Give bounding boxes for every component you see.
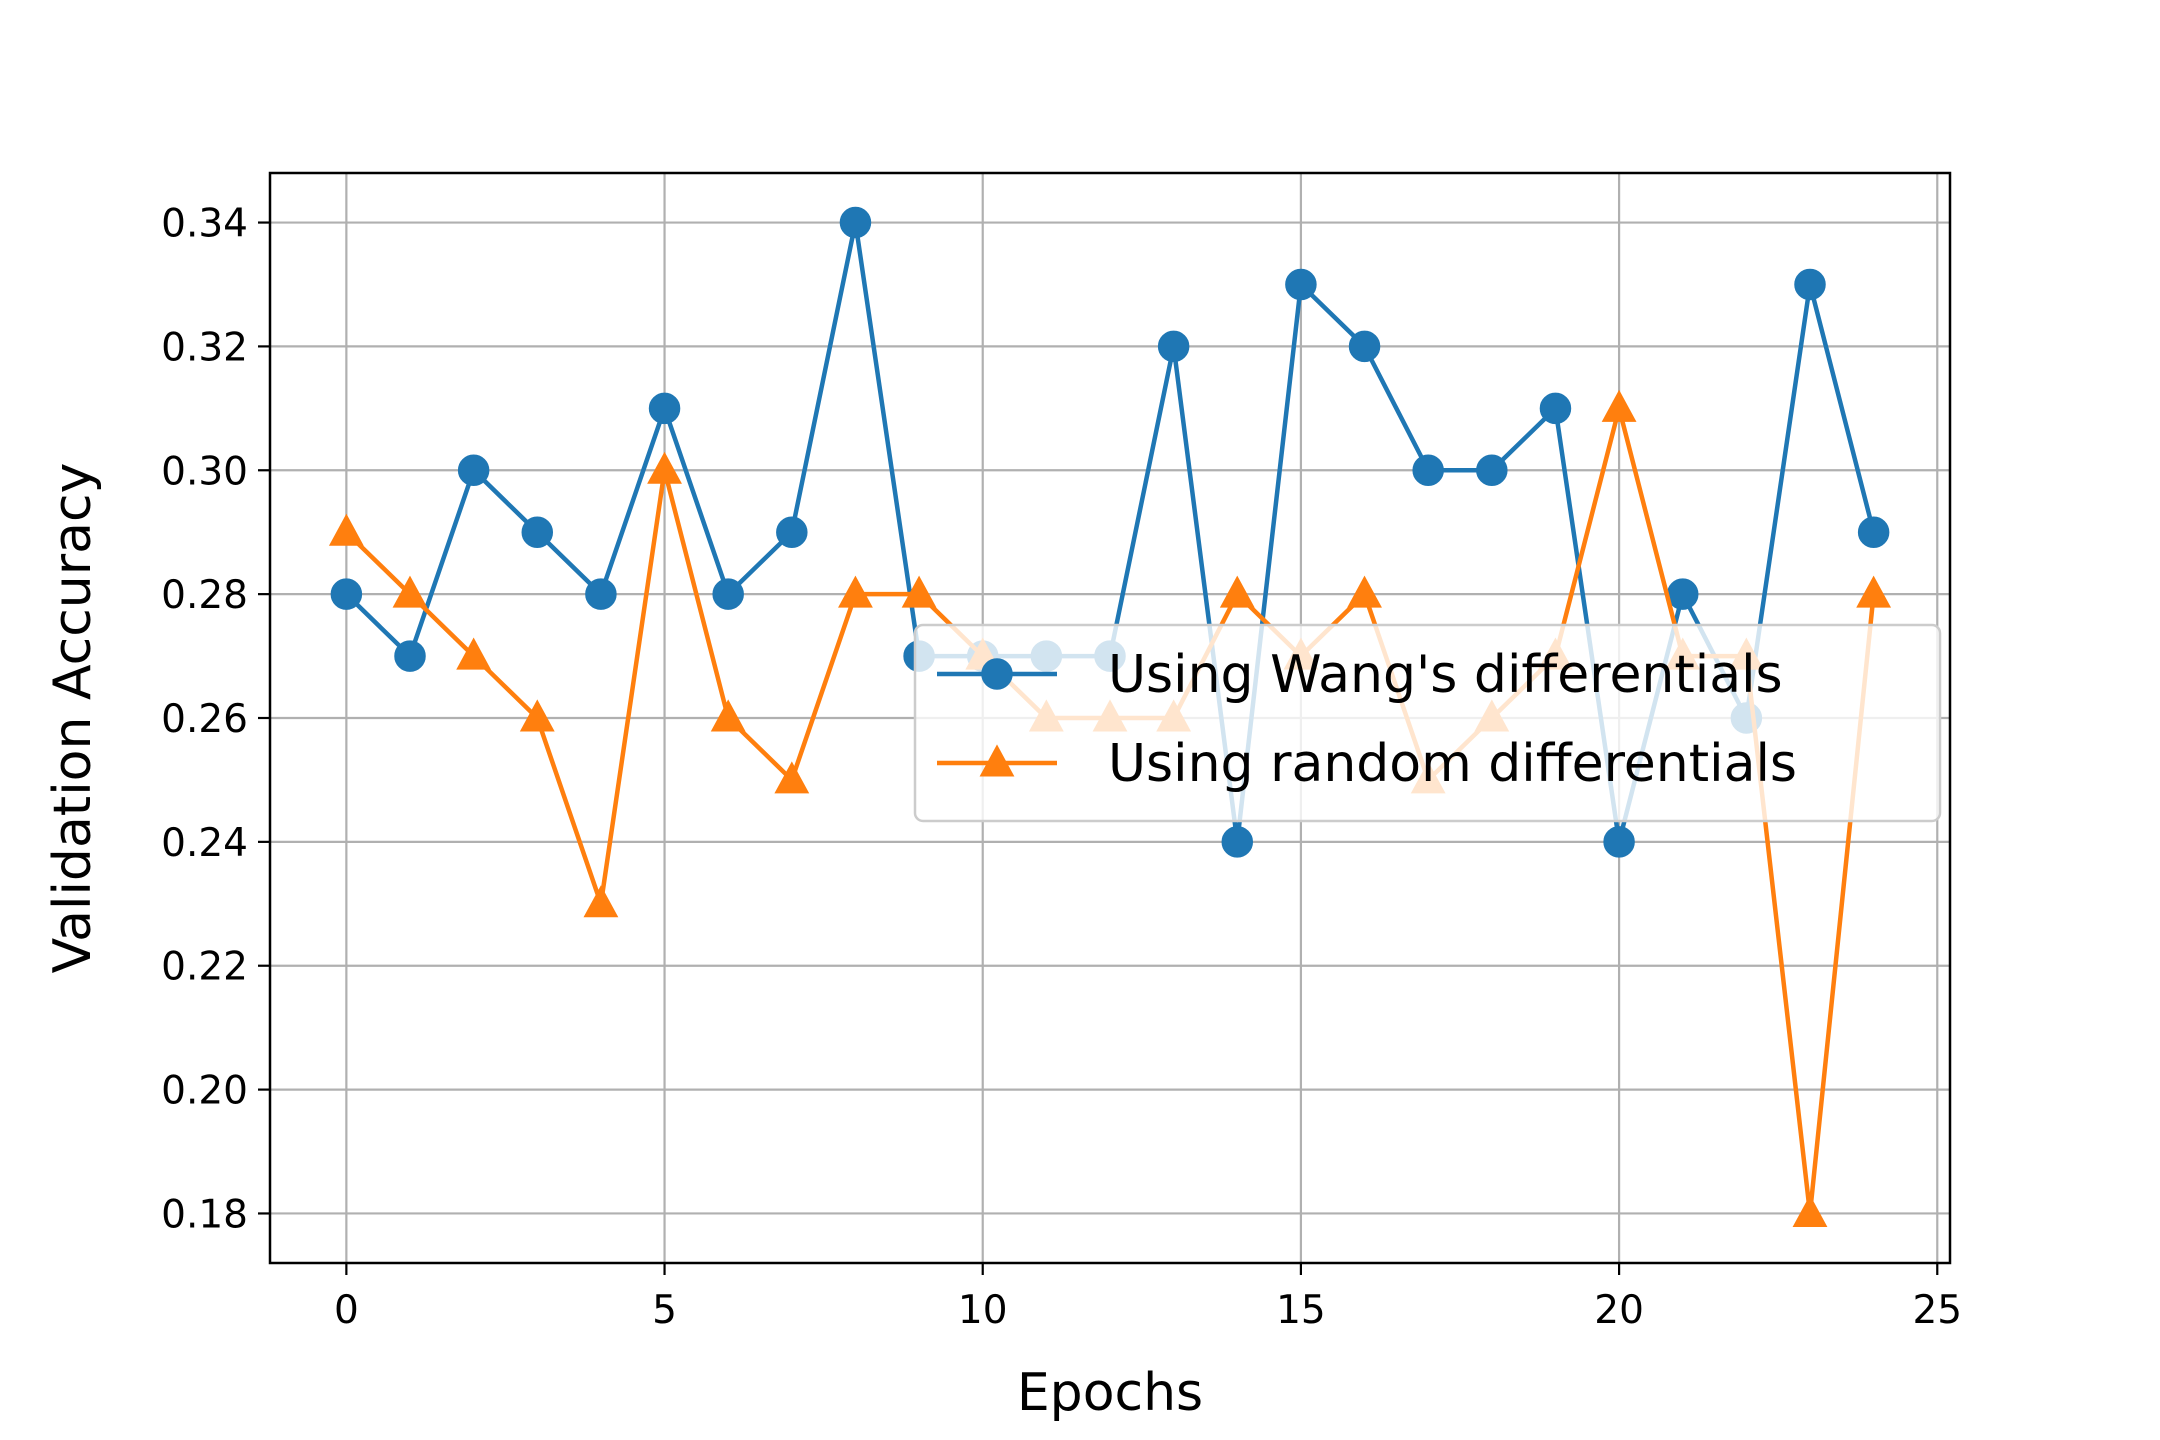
x-axis-label: Epochs [1017,1363,1203,1423]
data-point [330,578,363,610]
x-tick-label: 5 [652,1288,677,1333]
data-point [521,516,554,548]
legend-label: Using Wang's differentials [1108,645,1783,705]
data-point [1157,330,1190,363]
legend-entry: Using random differentials [937,734,1797,794]
data-point [710,699,746,732]
legend-marker [981,658,1013,690]
y-tick-label: 0.32 [161,325,248,370]
y-tick-label: 0.34 [161,202,248,247]
legend-box [913,623,1942,823]
data-point [456,637,492,670]
data-point [776,516,808,548]
data-point [1347,575,1382,608]
x-tick-label: 20 [1594,1288,1644,1333]
data-point [392,575,428,608]
data-point [774,761,810,794]
y-tick-label: 0.22 [161,945,248,990]
y-tick-label: 0.30 [161,449,248,494]
data-point [1792,1194,1828,1227]
legend: Using Wang's differentials Using random d… [913,623,1942,823]
data-point [1219,575,1255,608]
axis-ticks: 0 5 10 15 20 25 0.18 0.20 0.22 0.24 0.26 0.28 0.30 0.… [161,202,1962,1333]
data-point [457,454,490,487]
y-tick-label: 0.20 [161,1069,248,1114]
data-point [394,640,426,672]
data-point [1601,389,1637,422]
legend-entry: Using Wang's differentials [937,645,1783,705]
data-point [1794,268,1826,301]
data-point [585,578,617,610]
legend-label: Using random differentials [1108,734,1797,794]
y-tick-label: 0.26 [161,697,248,742]
data-point [519,699,555,732]
data-point [1412,454,1444,487]
legend-marker [979,744,1015,777]
x-tick-label: 10 [958,1288,1008,1333]
y-tick-label: 0.24 [161,821,248,866]
data-point [647,451,682,484]
data-point [712,578,744,610]
data-point [838,575,873,608]
data-point [1603,826,1635,858]
data-point [328,513,364,546]
data-point [1856,575,1892,608]
y-axis-label: Validation Accuracy [43,463,103,974]
x-tick-label: 15 [1276,1288,1326,1333]
data-point [1348,330,1381,363]
x-tick-label: 25 [1912,1288,1962,1333]
data-point [583,885,619,918]
x-tick-label: 0 [334,1288,359,1333]
y-tick-label: 0.18 [161,1192,248,1237]
data-point [1221,826,1254,858]
data-point [1539,392,1572,425]
data-point [901,575,937,608]
data-point [1476,454,1508,487]
data-point [1666,578,1699,610]
data-point [648,392,681,425]
data-point [1285,268,1317,301]
data-point [839,206,872,239]
data-point [1857,516,1890,548]
y-tick-label: 0.28 [161,573,248,618]
